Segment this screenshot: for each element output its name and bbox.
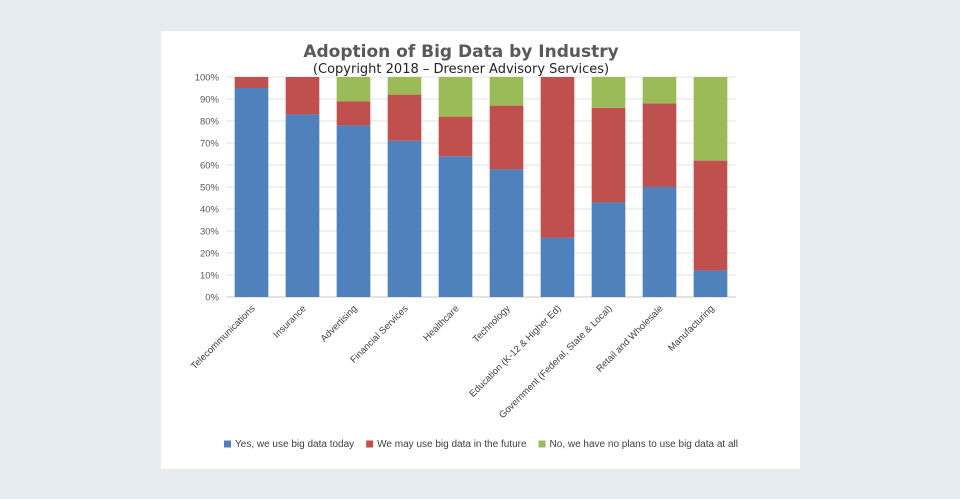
bar-segment-series-2 [693,160,728,271]
x-category-label: Insurance [271,303,308,340]
bar-segment-series-3 [336,77,371,102]
bar-segment-series-3 [387,77,422,95]
legend-item: No, we have no plans to use big data at … [538,439,738,450]
legend-label: No, we have no plans to use big data at … [550,439,738,450]
bar-segment-series-1 [489,169,524,297]
stacked-bar-chart: Adoption of Big Data by Industry (Copyri… [189,42,738,450]
bar-segment-series-2 [489,105,524,170]
y-tick-label: 40% [200,205,220,216]
bar-segment-series-2 [285,77,320,115]
bar-segment-series-3 [489,77,524,106]
bar-segment-series-2 [642,103,677,187]
bars [234,77,728,298]
y-tick-label: 80% [200,117,220,128]
bar-segment-series-3 [642,77,677,104]
x-category-label: Telecommunications [189,303,258,372]
legend-swatch [538,440,546,448]
bar-segment-series-1 [540,237,575,297]
y-tick-label: 20% [200,249,220,260]
chart-subtitle: (Copyright 2018 – Dresner Advisory Servi… [313,62,609,77]
bar-segment-series-1 [285,114,320,298]
x-category-label: Government (Federal, State & Local) [497,303,615,421]
legend-label: Yes, we use big data today [235,439,354,450]
legend: Yes, we use big data today We may use big… [224,439,738,450]
y-axis-ticks: 0% 10% 20% 30% 40% 50% 60% 70% 80% 90% 100% [195,73,220,304]
bar-segment-series-2 [234,77,269,88]
legend-swatch [224,440,231,448]
bar-segment-series-3 [693,77,728,161]
bar-segment-series-1 [234,88,269,297]
bar-segment-series-1 [693,270,728,297]
x-category-label: Advertising [319,303,360,344]
y-tick-label: 30% [200,227,220,238]
y-tick-label: 100% [195,73,220,84]
x-axis-categories: Telecommunications Insurance AdvertisingFi… [189,303,717,421]
bar-segment-series-2 [387,94,422,141]
bar-segment-series-2 [591,107,626,203]
y-tick-label: 50% [200,183,220,194]
legend-item: Yes, we use big data today [224,439,354,450]
chart-title: Adoption of Big Data by Industry [303,42,618,62]
bar-segment-series-3 [438,77,473,117]
y-tick-label: 60% [200,161,220,172]
x-category-label: Healthcare [421,303,461,343]
legend-item: We may use big data in the future [366,439,527,450]
bar-segment-series-2 [540,77,575,238]
bar-segment-series-2 [336,101,371,126]
bar-segment-series-3 [591,77,626,108]
bar-segment-series-1 [591,202,626,297]
chart-panel: Adoption of Big Data by Industry (Copyri… [161,31,800,469]
bar-segment-series-1 [438,156,473,297]
bar-segment-series-1 [387,140,422,297]
y-tick-label: 70% [200,139,220,150]
legend-label: We may use big data in the future [377,439,527,450]
y-tick-label: 90% [200,95,220,106]
x-category-label: Manufacturing [666,303,716,353]
x-category-label: Technology [471,303,513,345]
bar-segment-series-1 [336,125,371,298]
y-tick-label: 0% [205,293,219,304]
bar-segment-series-2 [438,116,473,157]
bar-segment-series-1 [642,187,677,297]
legend-swatch [366,440,374,448]
y-tick-label: 10% [200,271,220,282]
x-category-label: Education (K-12 & Higher Ed) [467,303,563,399]
